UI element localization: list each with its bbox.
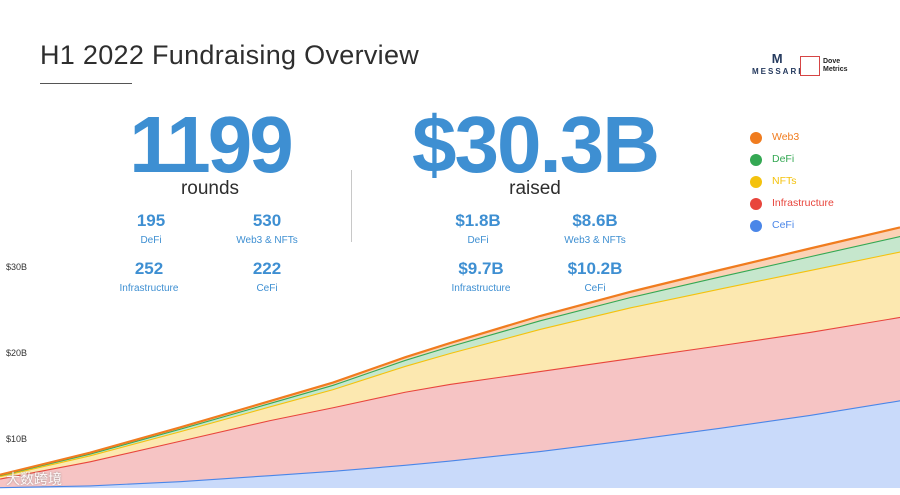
stat-value: 222: [252, 259, 282, 278]
raised-web3-stat: $8.6B Web3 & NFTs: [535, 211, 655, 246]
watermark: 大数跨境: [6, 471, 62, 487]
raised-total: $30.3B: [412, 100, 660, 189]
line-web3: [0, 226, 900, 476]
y-tick-label-20b: $20B: [6, 348, 28, 358]
stat-label: DeFi: [467, 235, 489, 246]
area-nfts: [0, 251, 900, 479]
area-web3: [0, 227, 900, 476]
stat-value: $10.2B: [567, 259, 623, 278]
legend-label: DeFi: [772, 153, 795, 165]
stat-label: Web3 & NFTs: [564, 235, 626, 246]
y-tick-label-30b: $30B: [6, 262, 28, 272]
legend-dot-icon: [750, 154, 762, 166]
area-infrastructure: [0, 316, 900, 488]
raised-defi-stat: $1.8B DeFi: [418, 211, 538, 246]
legend-item-defi: DeFi: [750, 153, 842, 166]
legend-dot-icon: [750, 176, 762, 188]
legend-item-infrastructure: Infrastructure: [750, 197, 842, 210]
stat-value: 195: [136, 211, 166, 230]
stat-value: $8.6B: [572, 211, 618, 230]
page-title: H1 2022 Fundraising Overview: [40, 40, 420, 70]
title-underline: [40, 83, 132, 84]
stat-label: Infrastructure: [119, 283, 179, 294]
messari-logo: M MESSARI: [752, 52, 802, 76]
legend-label: NFTs: [772, 175, 797, 187]
legend-label: Web3: [772, 131, 800, 143]
rounds-cefi-stat: 222 CeFi: [207, 259, 327, 294]
messari-mark-icon: M: [771, 51, 783, 66]
legend-item-cefi: CeFi: [750, 219, 842, 232]
area-cefi: [0, 400, 900, 488]
rounds-label: rounds: [180, 178, 240, 199]
stat-value: 530: [252, 211, 282, 230]
messari-wordmark: MESSARI: [752, 67, 803, 76]
legend-dot-icon: [750, 132, 762, 144]
rounds-web3-stat: 530 Web3 & NFTs: [207, 211, 327, 246]
stat-value: $1.8B: [455, 211, 501, 230]
chart-legend: Web3 DeFi NFTs Infrastructure CeFi: [750, 131, 842, 241]
stat-label: Infrastructure: [451, 283, 511, 294]
stat-value: 252: [134, 259, 164, 278]
rounds-defi-stat: 195 DeFi: [91, 211, 211, 246]
raised-cefi-stat: $10.2B CeFi: [535, 259, 655, 294]
legend-label: CeFi: [772, 219, 795, 231]
legend-label: Infrastructure: [772, 197, 834, 209]
stat-value: $9.7B: [458, 259, 504, 278]
stat-label: DeFi: [140, 235, 162, 246]
rounds-infrastructure-stat: 252 Infrastructure: [89, 259, 209, 294]
dove-logo-icon: [800, 56, 820, 76]
stat-label: Web3 & NFTs: [236, 235, 298, 246]
stat-label: CeFi: [256, 283, 278, 294]
rounds-total: 1199: [129, 100, 294, 189]
legend-item-web3: Web3: [750, 131, 842, 144]
legend-item-nfts: NFTs: [750, 175, 842, 188]
y-tick-label-10b: $10B: [6, 434, 28, 444]
legend-dot-icon: [750, 220, 762, 232]
stat-label: CeFi: [584, 283, 606, 294]
dove-wordmark: Dove Metrics: [823, 58, 848, 73]
raised-infrastructure-stat: $9.7B Infrastructure: [421, 259, 541, 294]
raised-label: raised: [509, 178, 561, 199]
dove-metrics-logo: Dove Metrics: [800, 56, 857, 76]
legend-dot-icon: [750, 198, 762, 210]
summary-divider: [351, 170, 352, 242]
